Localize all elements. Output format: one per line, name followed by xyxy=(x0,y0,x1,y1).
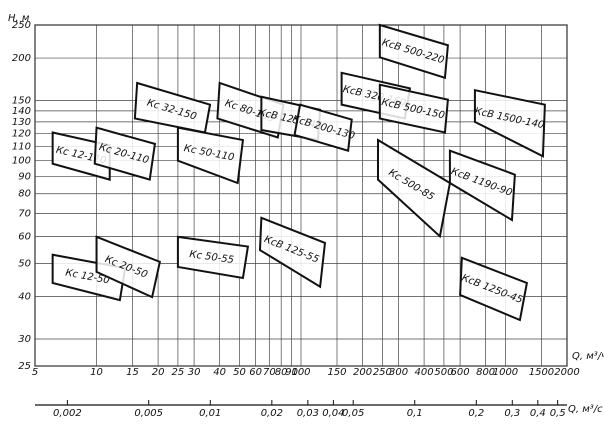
x-tick-label: 600 xyxy=(451,367,470,378)
x2-tick-label: 0,03 xyxy=(297,408,319,419)
x-tick-label: 150 xyxy=(327,367,346,378)
y-tick-label: 100 xyxy=(12,156,31,167)
operating-field xyxy=(378,23,449,80)
x-tick-label: 15 xyxy=(126,367,139,378)
x-tick-label: 60 xyxy=(249,367,262,378)
y-tick-label: 40 xyxy=(18,291,31,302)
x-tick-label: 1000 xyxy=(493,367,518,378)
x2-tick-label: 0,1 xyxy=(407,408,423,419)
x2-axis-label: Q, м³/с xyxy=(568,404,603,415)
x-tick-label: 500 xyxy=(434,367,453,378)
x-tick-label: 30 xyxy=(188,367,201,378)
y-tick-label: 80 xyxy=(18,189,31,200)
y-tick-label: 140 xyxy=(12,106,31,117)
x-tick-label: 80 xyxy=(275,367,288,378)
operating-field xyxy=(93,126,157,181)
y-tick-label: 200 xyxy=(12,53,31,64)
operating-field xyxy=(459,256,529,322)
x-tick-label: 40 xyxy=(213,367,226,378)
x2-tick-label: 0,4 xyxy=(530,408,546,419)
x2-tick-label: 0,5 xyxy=(550,408,566,419)
x-tick-label: 1500 xyxy=(529,367,554,378)
x-tick-label: 50 xyxy=(233,367,246,378)
y-tick-label: 60 xyxy=(18,231,31,242)
y-tick-label: 150 xyxy=(12,96,31,107)
x-tick-label: 70 xyxy=(263,367,276,378)
x-tick-label: 400 xyxy=(415,367,434,378)
x-tick-label: 800 xyxy=(476,367,495,378)
y-tick-label: 25 xyxy=(18,361,31,372)
operating-field xyxy=(378,83,449,134)
x2-tick-label: 0,05 xyxy=(342,408,364,419)
x-tick-label: 100 xyxy=(291,367,310,378)
operating-field xyxy=(448,149,516,222)
x2-tick-label: 0,2 xyxy=(468,408,484,419)
x2-tick-label: 0,3 xyxy=(504,408,520,419)
x-tick-label: 20 xyxy=(152,367,165,378)
y-tick-label: 70 xyxy=(18,209,31,220)
y-tick-label: 30 xyxy=(18,334,31,345)
x2-tick-label: 0,005 xyxy=(134,408,163,419)
x-axis-label: Q, м³/ч xyxy=(572,351,604,362)
y-tick-label: 90 xyxy=(18,171,31,182)
y-axis-label: H, м xyxy=(8,13,30,24)
y-tick-label: 130 xyxy=(12,117,31,128)
x2-tick-label: 0,002 xyxy=(53,408,82,419)
operating-field xyxy=(376,138,452,239)
x-tick-label: 10 xyxy=(90,367,103,378)
x2-tick-label: 0,01 xyxy=(199,408,221,419)
y-tick-label: 110 xyxy=(12,142,31,153)
x-tick-label: 90 xyxy=(285,367,298,378)
x-tick-label: 25 xyxy=(172,367,185,378)
operating-field xyxy=(176,235,250,280)
x-tick-label: 2000 xyxy=(554,367,579,378)
y-tick-label: 50 xyxy=(18,258,31,269)
x-tick-label: 5 xyxy=(32,367,38,378)
x2-tick-label: 0,04 xyxy=(322,408,344,419)
x2-tick-label: 0,02 xyxy=(261,408,283,419)
operating-field xyxy=(473,88,546,158)
operating-field xyxy=(95,235,162,299)
y-tick-label: 250 xyxy=(12,20,31,31)
operating-field xyxy=(176,126,245,185)
operating-field xyxy=(258,216,327,289)
y-tick-label: 120 xyxy=(12,129,31,140)
operating-field xyxy=(293,103,353,152)
x-tick-label: 250 xyxy=(373,367,392,378)
x-tick-label: 200 xyxy=(353,367,372,378)
x-tick-label: 300 xyxy=(389,367,408,378)
